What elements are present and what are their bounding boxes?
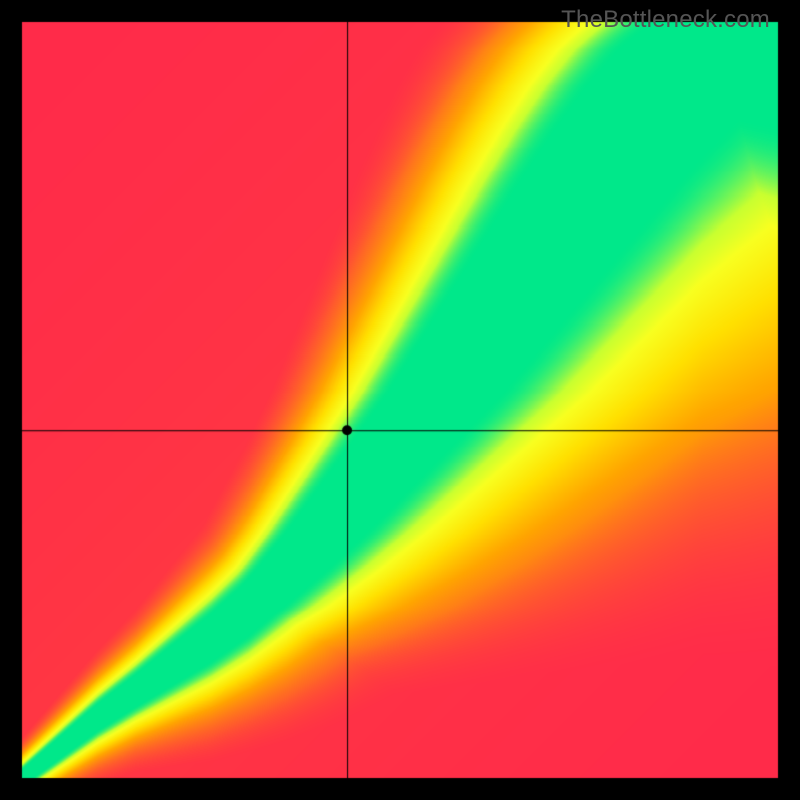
bottleneck-heatmap-chart: [0, 0, 800, 800]
watermark-text: TheBottleneck.com: [561, 6, 770, 34]
heatmap-canvas: [0, 0, 800, 800]
